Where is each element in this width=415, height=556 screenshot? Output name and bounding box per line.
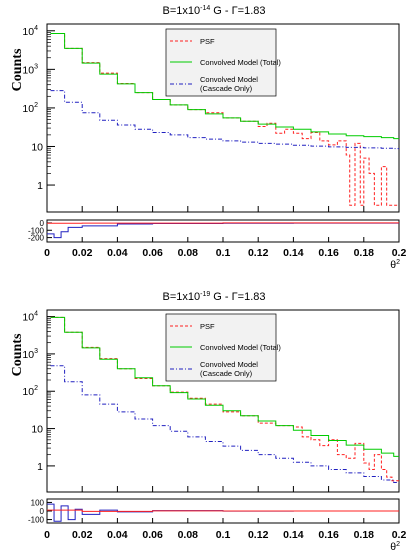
legend-label-total: Convolved Model (Total): [200, 343, 281, 352]
x-tick-label: 0.1: [216, 247, 231, 259]
panel-bottom: B=1x10-19 G - Γ=1.83 Counts 1 10 102 103 104…: [10, 291, 406, 553]
legend-label-cascade-2: (Cascade Only): [200, 84, 253, 93]
y-tick-label: 104: [22, 25, 38, 38]
y-tick-label: 102: [22, 102, 38, 115]
series-line-1: [50, 316, 399, 457]
legend: PSF Convolved Model (Total) Convolved Mo…: [165, 313, 281, 382]
residual-tick-label: -100: [28, 516, 45, 525]
x-tick-label: 0.2: [392, 529, 407, 541]
residual-series: [47, 222, 399, 239]
x-tick-label: 0.2: [392, 247, 407, 259]
y-tick-label: 1: [37, 180, 43, 192]
residual-tick-label: 100: [31, 498, 45, 507]
x-tick-label: 0.16: [318, 529, 339, 541]
y-tick-label: 103: [22, 348, 38, 361]
chart-title: B=1x10-19 G - Γ=1.83: [162, 291, 265, 303]
x-tick-label: 0.02: [72, 529, 93, 541]
legend-label-cascade: Convolved Model: [200, 75, 258, 84]
legend-label-psf: PSF: [200, 322, 215, 331]
panel-top: B=1x10-14 G - Γ=1.83 Counts 1 10 102 103 104…: [10, 5, 406, 271]
residual-line-0: [47, 222, 399, 239]
series-group: [50, 33, 399, 206]
x-tick-label: 0.14: [283, 247, 304, 259]
y-ticks: 1 10 102 103 104: [22, 311, 55, 473]
y-tick-label: 104: [22, 311, 38, 324]
residual-tick-label: 0: [40, 219, 45, 228]
x-axis-label: θ2: [390, 541, 400, 553]
x-tick-label: 0.16: [318, 247, 339, 259]
legend-label-psf: PSF: [200, 37, 215, 46]
y-tick-label: 103: [22, 63, 38, 76]
x-axis-label: θ2: [390, 259, 400, 271]
x-tick-label: 0.02: [72, 247, 93, 259]
y-axis-label: Counts: [10, 48, 25, 91]
x-tick-label: 0.08: [178, 529, 199, 541]
x-tick-label: 0.06: [142, 247, 163, 259]
y-axis-label: Counts: [10, 333, 25, 376]
residual-tick-label: 0: [40, 507, 45, 516]
residual-tick-label: -100: [28, 226, 45, 235]
x-tick-label: 0.12: [248, 529, 269, 541]
x-tick-label: 0.18: [354, 529, 375, 541]
x-tick-label: 0.04: [107, 247, 128, 259]
series-line-2: [50, 90, 399, 150]
chart-title: B=1x10-14 G - Γ=1.83: [162, 5, 265, 17]
residual-line-1: [47, 509, 399, 512]
y-tick-label: 102: [22, 385, 38, 398]
residual-series: [47, 503, 399, 522]
x-ticks: 0 0.02 0.04 0.06 0.08 0.1 0.12 0.14 0.16 0.18 0.2: [44, 486, 406, 541]
x-tick-label: 0.12: [248, 247, 269, 259]
y-ticks: 1 10 102 103 104: [22, 25, 55, 192]
residual-y-ticks: 0-100-200: [28, 219, 52, 243]
x-tick-label: 0: [44, 529, 50, 541]
x-tick-label: 0.18: [354, 247, 375, 259]
legend-label-cascade-2: (Cascade Only): [200, 369, 253, 378]
legend: PSF Convolved Model (Total) Convolved Mo…: [165, 28, 281, 97]
legend-label-total: Convolved Model (Total): [200, 58, 281, 67]
y-tick-label: 1: [37, 461, 43, 473]
x-tick-label: 0.08: [178, 247, 199, 259]
series-group: [50, 316, 399, 483]
x-tick-label: 0.1: [216, 529, 231, 541]
series-line-2: [50, 365, 399, 483]
y-tick-label: 10: [31, 424, 43, 436]
x-tick-label: 0.04: [107, 529, 128, 541]
y-tick-label: 10: [31, 141, 43, 153]
legend-label-cascade: Convolved Model: [200, 360, 258, 369]
x-tick-label: 0: [44, 247, 50, 259]
series-line-1: [50, 33, 399, 140]
x-ticks: 0 0.02 0.04 0.06 0.08 0.1 0.12 0.14 0.16 0.18 0.2: [44, 206, 406, 259]
residual-tick-label: -200: [28, 234, 45, 243]
x-tick-label: 0.14: [283, 529, 304, 541]
x-tick-label: 0.06: [142, 529, 163, 541]
